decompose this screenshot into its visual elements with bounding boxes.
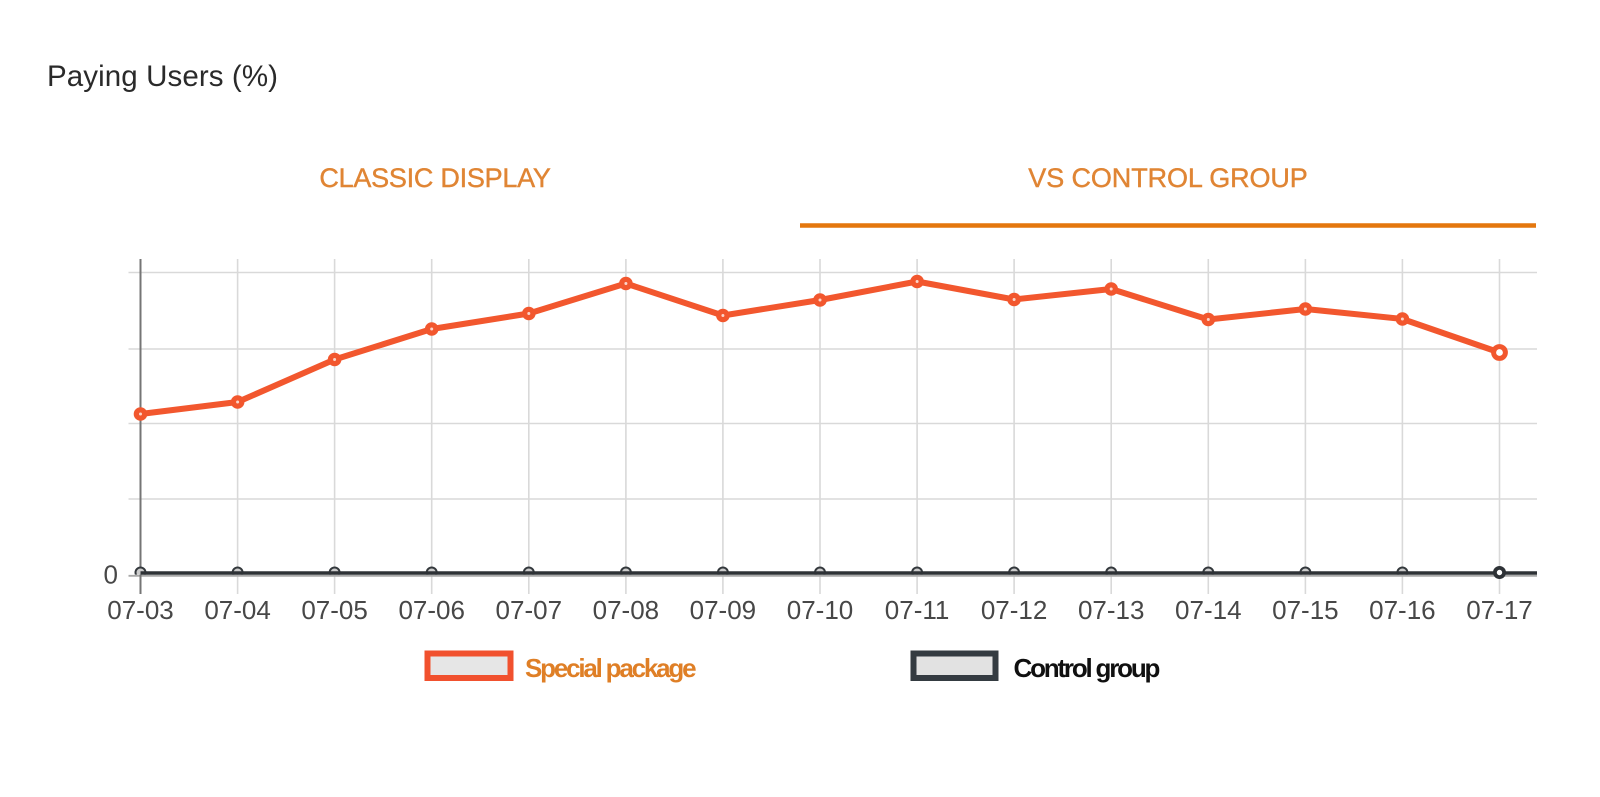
svg-text:0: 0 [104, 560, 118, 590]
svg-text:07-08: 07-08 [593, 595, 660, 625]
svg-text:07-17: 07-17 [1466, 595, 1533, 625]
svg-text:Paying Users (%): Paying Users (%) [47, 60, 278, 93]
svg-text:07-03: 07-03 [107, 595, 174, 625]
svg-text:07-11: 07-11 [885, 595, 950, 625]
svg-text:07-10: 07-10 [787, 595, 854, 625]
svg-text:VS CONTROL GROUP: VS CONTROL GROUP [1028, 163, 1307, 193]
svg-text:07-05: 07-05 [301, 595, 368, 625]
svg-text:CLASSIC DISPLAY: CLASSIC DISPLAY [319, 163, 551, 193]
svg-text:07-09: 07-09 [690, 595, 757, 625]
svg-text:07-13: 07-13 [1078, 595, 1145, 625]
svg-text:Control group: Control group [1014, 653, 1160, 683]
svg-text:07-16: 07-16 [1369, 595, 1436, 625]
svg-text:Special package: Special package [525, 653, 696, 683]
svg-text:07-14: 07-14 [1175, 595, 1242, 625]
svg-text:07-07: 07-07 [496, 595, 563, 625]
svg-text:07-15: 07-15 [1272, 595, 1339, 625]
svg-text:07-06: 07-06 [398, 595, 465, 625]
svg-text:07-04: 07-04 [204, 595, 271, 625]
svg-text:07-12: 07-12 [981, 595, 1048, 625]
